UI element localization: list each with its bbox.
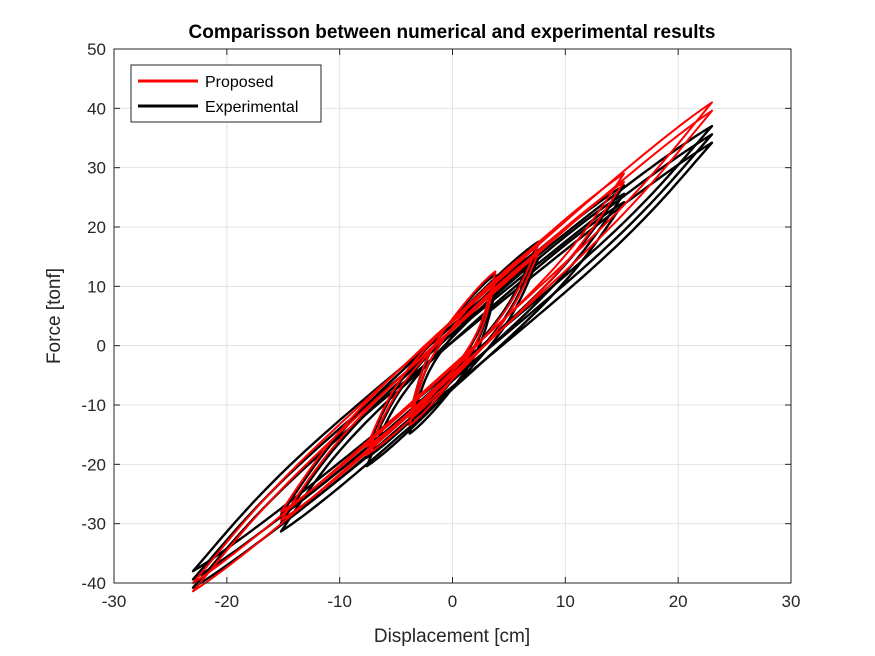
y-axis-label: Force [tonf] [44, 268, 65, 364]
y-tick-label: -40 [81, 574, 106, 593]
x-axis-label: Displacement [cm] [374, 626, 530, 647]
loop-experimental-3 [279, 184, 626, 516]
series-proposed [192, 101, 713, 593]
legend-box [130, 64, 322, 123]
y-tick-label: 10 [87, 277, 106, 296]
x-tick-label: 30 [782, 592, 801, 611]
legend-label-experimental: Experimental [205, 99, 298, 116]
y-tick-label: -20 [81, 455, 106, 474]
legend-label-proposed: Proposed [205, 74, 274, 91]
plot-lines [191, 101, 714, 593]
loop-experimental-3 [279, 192, 626, 525]
x-tick-label: -30 [102, 592, 127, 611]
y-tick-label: 20 [87, 218, 106, 237]
loop-experimental-4 [191, 133, 714, 581]
x-tick-label: -20 [215, 592, 240, 611]
y-tick-label: 30 [87, 159, 106, 178]
loop-experimental-4 [191, 141, 714, 589]
chart-title: Comparisson between numerical and experi… [189, 22, 716, 43]
y-tick-label: 50 [87, 40, 106, 59]
legend: Proposed Experimental [130, 64, 322, 123]
x-tick-label: 20 [669, 592, 688, 611]
y-tick-label: 40 [87, 99, 106, 118]
y-tick-label: -30 [81, 515, 106, 534]
loop-experimental-4 [191, 124, 714, 573]
x-tick-label: -10 [327, 592, 352, 611]
y-tick-label: -10 [81, 396, 106, 415]
x-tick-label: 0 [448, 592, 457, 611]
loop-proposed-4 [192, 109, 713, 593]
x-tick-label: 10 [556, 592, 575, 611]
loop-proposed-4 [192, 101, 713, 584]
y-tick-label: 0 [97, 337, 106, 356]
loop-experimental-3 [279, 200, 626, 533]
